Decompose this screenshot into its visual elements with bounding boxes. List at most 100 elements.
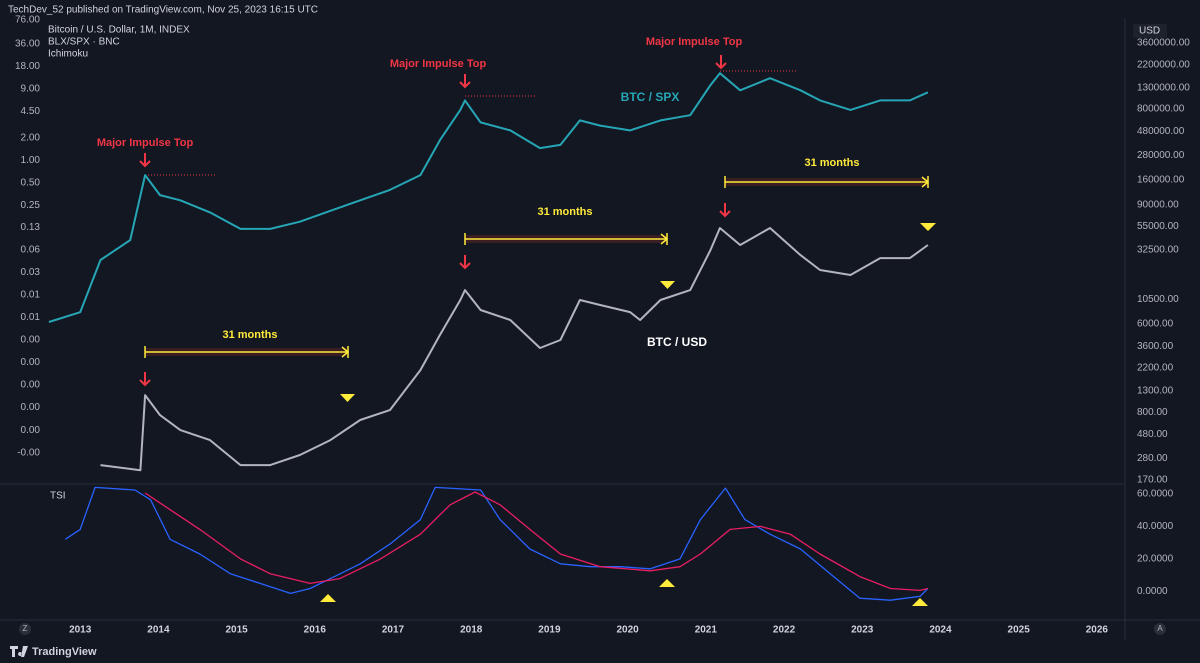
- triangle-up: [912, 598, 928, 606]
- arrow: [459, 74, 471, 89]
- unit-box: [1133, 24, 1167, 38]
- legend-line: BLX/SPX · BNC: [48, 37, 120, 48]
- x-tick-label: 2015: [225, 625, 248, 636]
- y-tick-label: 0.00: [21, 425, 41, 436]
- tsi-title: TSI: [50, 491, 66, 502]
- y2-tick-label: 3600000.00: [1137, 38, 1190, 49]
- y2-tick-label: 1300000.00: [1137, 82, 1190, 93]
- y2-tick-label: 2200.00: [1137, 362, 1174, 373]
- arrow: [715, 55, 727, 70]
- x-tick-label: 2013: [69, 625, 92, 636]
- x-tick-label: 2024: [929, 625, 952, 636]
- y2-tick-label: 160000.00: [1137, 174, 1185, 185]
- y2-tick-label: 800.00: [1137, 407, 1168, 418]
- arrow: [139, 153, 151, 168]
- y-tick-label: 18.00: [15, 61, 40, 72]
- annotation: 31 months: [222, 329, 277, 341]
- axis-button[interactable]: [1154, 623, 1166, 635]
- y2-tick-label: 280000.00: [1137, 150, 1185, 161]
- y-tick-label: 0.25: [21, 200, 41, 211]
- axis-button-label[interactable]: A: [1157, 624, 1163, 633]
- triangle-down: [920, 223, 936, 231]
- y-tick-label: 0.00: [21, 335, 41, 346]
- y2-tick-label: 6000.00: [1137, 318, 1174, 329]
- y2-tick-label: 90000.00: [1137, 200, 1179, 211]
- arrow: [139, 372, 151, 387]
- y-tick-label: 0.03: [21, 267, 41, 278]
- brand: TradingView: [32, 646, 97, 658]
- y-tick-label: 0.13: [21, 222, 41, 233]
- x-tick-label: 2019: [538, 625, 561, 636]
- triangle-up: [659, 579, 675, 587]
- y-tick-label: 60.0000: [1137, 489, 1174, 500]
- series-group: [64, 486, 929, 601]
- legend-line: Bitcoin / U.S. Dollar, 1M, INDEX: [48, 25, 190, 36]
- axis-button[interactable]: [19, 623, 31, 635]
- y2-tick-label: 1300.00: [1137, 385, 1174, 396]
- y-tick-label: 9.00: [21, 84, 41, 95]
- y-tick-label: 2.00: [21, 132, 41, 143]
- bracket: [144, 346, 350, 358]
- y-tick-label: 4.50: [21, 106, 41, 117]
- y-tick-label: 0.01: [21, 290, 41, 301]
- annotation: Major Impulse Top: [390, 58, 487, 70]
- header-title: TechDev_52 published on TradingView.com,…: [8, 5, 318, 16]
- x-tick-label: 2017: [382, 625, 405, 636]
- y2-tick-label: 32500.00: [1137, 244, 1179, 255]
- y-tick-label: 76.00: [15, 14, 40, 25]
- x-tick-label: 2025: [1008, 625, 1031, 636]
- series-group: [48, 72, 929, 472]
- bracket: [724, 176, 930, 188]
- series-label: BTC / SPX: [621, 90, 680, 104]
- annotation: 31 months: [537, 206, 592, 218]
- annotation: Major Impulse Top: [646, 36, 743, 48]
- x-tick-label: 2016: [304, 625, 327, 636]
- series-line: [144, 491, 929, 592]
- series-line: [100, 227, 929, 472]
- series-line: [64, 486, 929, 601]
- x-tick-label: 2020: [616, 625, 639, 636]
- y2-tick-label: 280.00: [1137, 453, 1168, 464]
- y2-tick-label: 2200000.00: [1137, 59, 1190, 70]
- y-tick-label: 0.50: [21, 177, 41, 188]
- triangles: [320, 223, 936, 606]
- x-tick-label: 2026: [1086, 625, 1109, 636]
- bracket: [464, 233, 669, 245]
- y2-tick-label: 480000.00: [1137, 126, 1185, 137]
- footer: [0, 640, 1200, 663]
- arrow: [719, 203, 731, 218]
- annotation: Major Impulse Top: [97, 137, 194, 149]
- y-tick-label: -0.00: [17, 448, 40, 459]
- y-tick-label: 0.0000: [1137, 586, 1168, 597]
- y-tick-label: 0.06: [21, 245, 41, 256]
- y2-tick-label: 170.00: [1137, 475, 1168, 486]
- legend-line: Ichimoku: [48, 49, 88, 60]
- x-tick-label: 2014: [147, 625, 170, 636]
- triangle-down: [660, 281, 675, 289]
- arrow: [459, 255, 471, 270]
- series-label: BTC / USD: [647, 335, 707, 349]
- series-line: [48, 72, 929, 323]
- triangle-up: [320, 594, 336, 602]
- logo: [10, 646, 28, 657]
- x-tick-label: 2018: [460, 625, 483, 636]
- y2-tick-label: 55000.00: [1137, 221, 1179, 232]
- x-tick-label: 2021: [695, 625, 718, 636]
- y-tick-label: 36.00: [15, 39, 40, 50]
- arrows: [139, 55, 731, 387]
- y-tick-label: 40.0000: [1137, 521, 1174, 532]
- y-tick-label: 0.00: [21, 402, 41, 413]
- unit-label: USD: [1139, 26, 1160, 37]
- annotation: 31 months: [804, 157, 859, 169]
- brackets: [144, 176, 930, 358]
- y2-tick-label: 3600.00: [1137, 341, 1174, 352]
- y2-tick-label: 480.00: [1137, 429, 1168, 440]
- triangle-down: [340, 394, 355, 402]
- axis-button-label[interactable]: Z: [23, 624, 28, 633]
- y-tick-label: 1.00: [21, 155, 41, 166]
- y-tick-label: 20.0000: [1137, 554, 1174, 565]
- y2-tick-label: 10500.00: [1137, 294, 1179, 305]
- x-tick-label: 2023: [851, 625, 874, 636]
